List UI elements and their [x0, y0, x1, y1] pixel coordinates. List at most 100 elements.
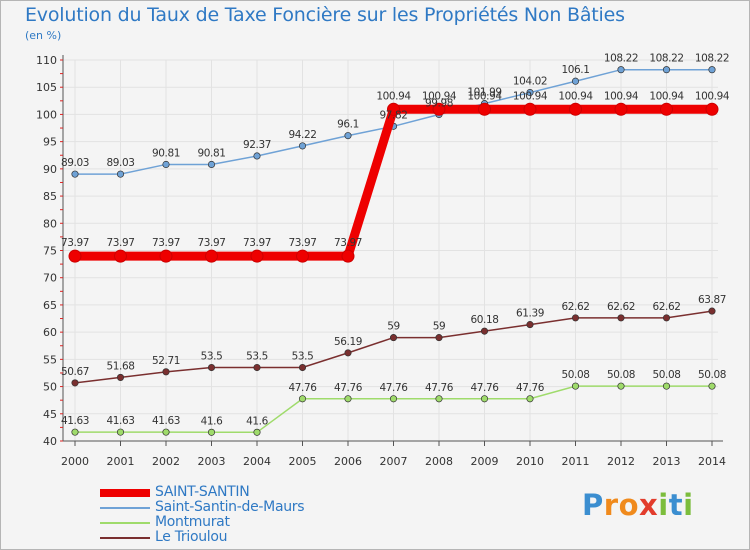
legend-swatch — [100, 507, 150, 509]
data-label: 100.94 — [695, 90, 730, 102]
legend-label: Saint-Santin-de-Maurs — [155, 499, 305, 515]
logo-letter: i — [683, 488, 694, 522]
legend-swatch — [100, 522, 150, 524]
data-point — [159, 249, 173, 263]
data-label: 100.94 — [376, 90, 411, 102]
logo-letter: i — [658, 488, 669, 522]
data-point — [253, 363, 261, 372]
data-label: 73.97 — [197, 237, 225, 249]
data-label: 101.99 — [467, 87, 501, 99]
data-label: 50.67 — [61, 366, 89, 378]
data-point — [116, 373, 125, 381]
data-point — [662, 314, 671, 322]
logo-letter: P — [582, 488, 604, 522]
data-point — [116, 428, 125, 436]
y-tick-label: 110 — [36, 54, 57, 67]
data-label: 41.63 — [61, 415, 89, 427]
data-label: 100.94 — [604, 90, 639, 102]
data-point — [614, 102, 628, 116]
data-point — [478, 102, 491, 116]
data-label: 51.68 — [106, 360, 134, 372]
data-point — [389, 395, 398, 403]
legend-label: Montmurat — [155, 514, 230, 530]
data-label: 73.97 — [61, 237, 89, 249]
data-point — [526, 321, 534, 329]
data-point — [71, 379, 79, 387]
data-label: 50.08 — [607, 369, 635, 381]
data-label: 41.6 — [201, 415, 223, 427]
data-point — [162, 160, 170, 168]
data-point — [253, 152, 261, 160]
data-label: 73.97 — [243, 237, 271, 249]
x-tick-label: 2004 — [243, 455, 271, 468]
x-tick-label: 2013 — [653, 455, 681, 468]
data-point — [662, 382, 671, 390]
y-tick-label: 55 — [43, 353, 57, 366]
data-point — [526, 395, 534, 403]
x-tick-label: 2011 — [562, 455, 590, 468]
data-point — [344, 395, 352, 403]
data-label: 52.71 — [152, 355, 180, 367]
data-label: 47.76 — [470, 382, 499, 394]
data-point — [435, 395, 443, 403]
data-point — [389, 334, 398, 342]
data-label: 60.18 — [470, 314, 498, 326]
y-tick-label: 45 — [43, 408, 57, 421]
y-tick-label: 105 — [36, 81, 57, 94]
data-label: 73.97 — [106, 237, 134, 249]
y-tick-label: 75 — [43, 245, 57, 258]
data-point — [162, 428, 170, 436]
data-point — [480, 327, 489, 335]
data-point — [660, 102, 673, 116]
x-tick-label: 2008 — [425, 455, 453, 468]
data-label: 92.37 — [243, 139, 271, 151]
data-label: 47.76 — [516, 382, 545, 394]
y-tick-label: 50 — [43, 381, 57, 394]
x-tick-label: 2014 — [698, 455, 726, 468]
data-label: 89.03 — [61, 157, 89, 169]
data-label: 99.98 — [425, 98, 453, 110]
x-tick-label: 2002 — [152, 455, 180, 468]
data-label: 73.97 — [288, 237, 316, 249]
data-label: 47.76 — [425, 382, 454, 394]
data-point — [617, 314, 625, 322]
y-tick-label: 85 — [43, 190, 57, 203]
proxiti-logo: Proxiti — [582, 488, 694, 522]
data-point — [617, 66, 625, 74]
data-label: 63.87 — [698, 294, 726, 306]
data-label: 100.94 — [467, 90, 502, 102]
x-tick-label: 2001 — [107, 455, 135, 468]
data-label: 50.08 — [561, 369, 589, 381]
data-point — [71, 170, 79, 178]
data-label: 100.94 — [558, 90, 593, 102]
data-label: 106.1 — [561, 64, 589, 76]
data-point — [205, 249, 218, 263]
data-point — [571, 382, 580, 390]
data-point — [705, 102, 719, 116]
y-tick-label: 65 — [43, 299, 57, 312]
data-label: 104.02 — [513, 76, 547, 88]
data-label: 100.94 — [649, 90, 684, 102]
data-label: 100.94 — [422, 90, 457, 102]
x-tick-label: 2000 — [61, 455, 89, 468]
data-point — [298, 395, 307, 403]
data-label: 47.76 — [288, 382, 317, 394]
data-label: 53.5 — [201, 351, 223, 363]
data-label: 96.1 — [337, 119, 359, 131]
data-point — [526, 88, 534, 97]
data-point — [344, 349, 352, 357]
data-point — [71, 428, 79, 436]
data-point — [387, 102, 400, 116]
data-label: 94.22 — [288, 129, 316, 141]
data-label: 41.63 — [106, 415, 134, 427]
x-tick-label: 2006 — [334, 455, 362, 468]
data-point — [344, 132, 352, 140]
data-label: 59 — [433, 321, 446, 333]
data-label: 59 — [387, 321, 400, 333]
y-tick-label: 100 — [36, 108, 57, 121]
data-point — [298, 142, 307, 150]
data-label: 53.5 — [246, 351, 268, 363]
data-label: 73.97 — [152, 237, 180, 249]
legend-swatch — [100, 489, 150, 497]
